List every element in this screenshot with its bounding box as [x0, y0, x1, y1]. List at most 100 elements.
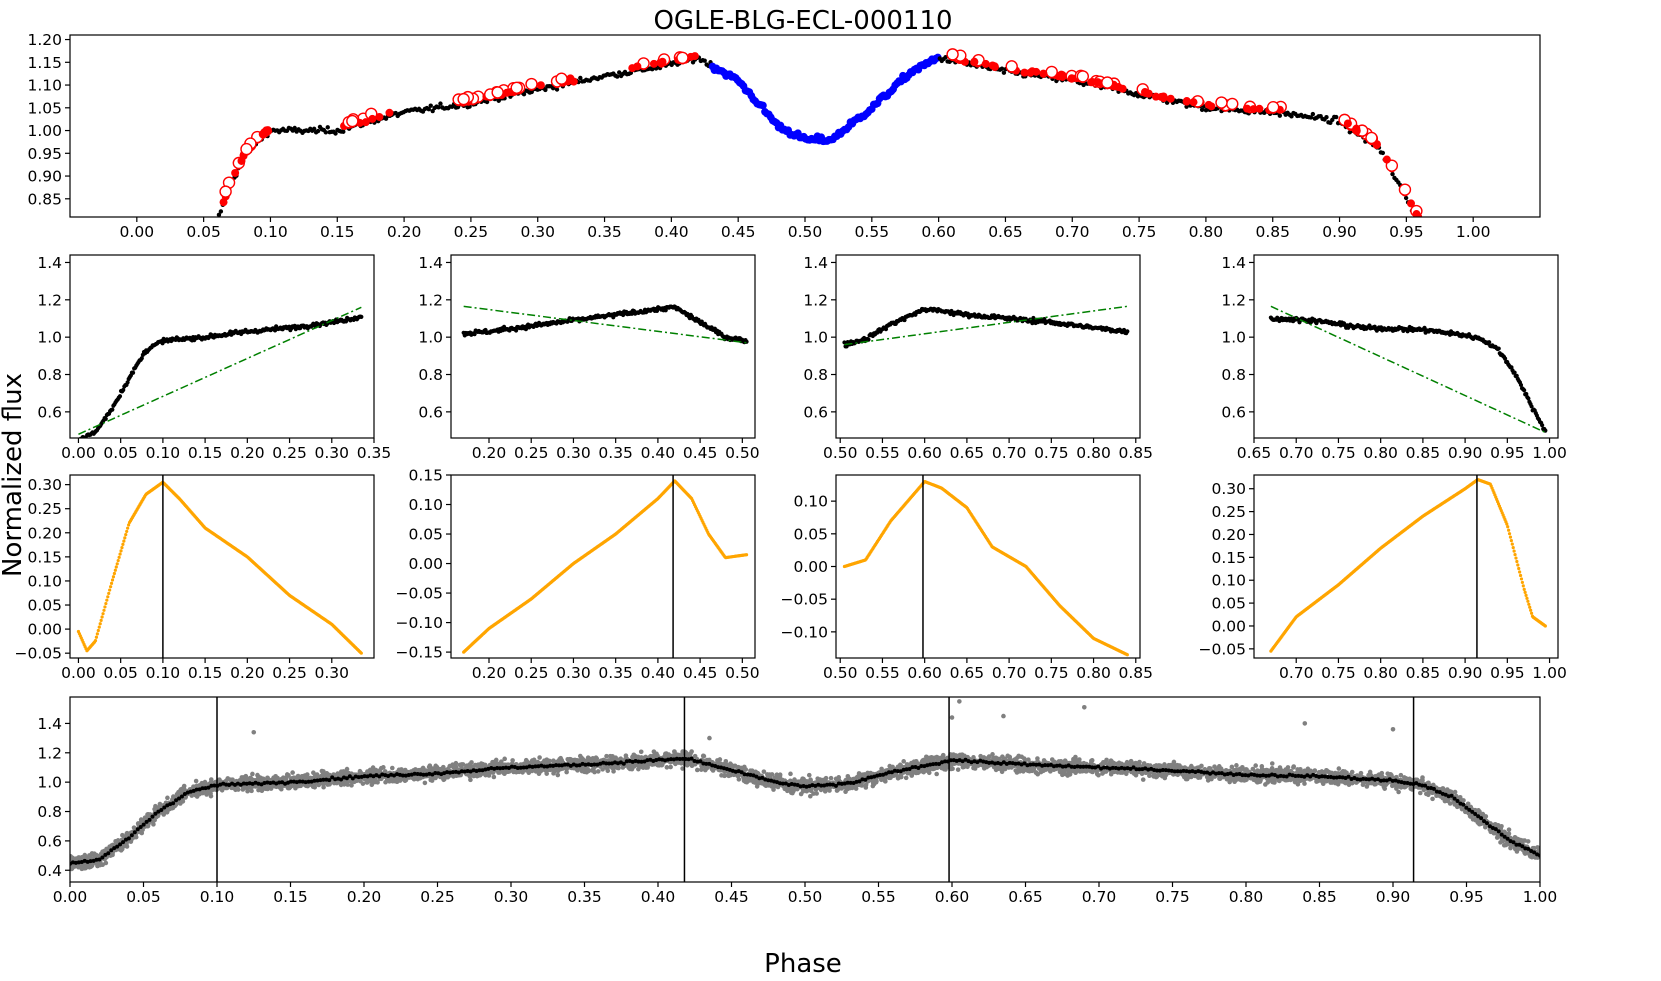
- derivative-point: [1523, 590, 1527, 594]
- derivative-point: [126, 523, 131, 527]
- data-point-red-open: [946, 48, 959, 61]
- data-point-blue: [759, 101, 767, 110]
- data-point-red: [1407, 199, 1416, 208]
- derivative-point: [119, 549, 123, 553]
- derivative-point: [109, 581, 114, 585]
- x-tick-label: 1.00: [1532, 444, 1567, 462]
- y-tick-label: 1.15: [27, 54, 62, 72]
- data-point-red: [690, 52, 699, 61]
- data-point-red-open: [1045, 65, 1058, 79]
- x-tick-label: 0.70: [1279, 444, 1314, 462]
- data-point-black: [617, 70, 622, 75]
- raw-point: [1140, 777, 1146, 782]
- y-tick-label: 0.30: [27, 476, 62, 494]
- data-point-black: [1308, 115, 1314, 120]
- y-tick-label: 0.95: [27, 145, 62, 163]
- x-tick-label: 0.30: [556, 664, 591, 682]
- data-point-red: [536, 81, 545, 90]
- y-tick-label: 1.00: [27, 122, 62, 140]
- x-tick-label: 0.75: [1034, 444, 1069, 462]
- y-tick-label: 0.25: [27, 500, 62, 518]
- derivative-point: [108, 588, 112, 592]
- x-tick-label: 0.20: [387, 223, 422, 241]
- x-tick-label: 0.10: [146, 664, 181, 682]
- plot-area: [76, 475, 363, 658]
- y-tick-label: −0.10: [396, 614, 444, 632]
- data-point-red: [1114, 83, 1123, 92]
- x-tick-label: 0.45: [683, 664, 718, 682]
- raw-point: [761, 769, 767, 774]
- data-point: [1524, 391, 1529, 397]
- data-point-black: [1416, 217, 1420, 221]
- data-point-red: [1020, 68, 1029, 77]
- data-point-red: [259, 130, 268, 139]
- panel-top: 0.00 0.05 0.10 0.15 0.20 0.25 0.30 0.35 0.40 0.45…: [27, 31, 1541, 241]
- data-point-black: [702, 58, 707, 63]
- x-tick-label: 0.20: [230, 444, 265, 462]
- x-tick-label: 0.30: [520, 223, 555, 241]
- panel-seg1: 0.00 0.05 0.10 0.15 0.20 0.25 0.30 0.350.60.81.…: [37, 254, 391, 462]
- x-tick-label: 0.40: [654, 223, 689, 241]
- x-tick-label: 0.95: [1490, 444, 1525, 462]
- axis-ticks: 0.50 0.55 0.60 0.65 0.70 0.75 0.80 0.85−0.10−0.…: [781, 493, 1154, 682]
- y-tick-label: −0.05: [15, 645, 63, 663]
- data-point-red-open: [676, 51, 689, 65]
- data-point-black: [1001, 70, 1007, 75]
- axes-frame: [450, 254, 756, 439]
- x-tick-label: 0.65: [988, 223, 1023, 241]
- plot-area: [70, 697, 1540, 882]
- data-point-red: [368, 114, 377, 123]
- derivative-point: [1526, 599, 1530, 603]
- x-tick-label: 0.50: [823, 664, 858, 682]
- data-point-red: [981, 59, 990, 68]
- derivative-point: [1509, 539, 1513, 543]
- data-point-red-open: [491, 86, 504, 99]
- derivative-point: [96, 628, 100, 633]
- data-point-black: [1403, 195, 1409, 201]
- y-tick-label: 0.8: [1221, 366, 1246, 384]
- plot-area: [461, 304, 749, 345]
- data-point-black: [341, 129, 346, 134]
- data-point-black: [323, 130, 329, 135]
- x-tick-label: 0.75: [1321, 664, 1356, 682]
- derivative-point: [98, 622, 102, 626]
- raw-point: [1506, 827, 1512, 832]
- raw-point: [668, 764, 673, 770]
- data-point-black: [554, 87, 560, 92]
- data-point-red: [1039, 69, 1048, 78]
- axis-ticks: 0.50 0.55 0.60 0.65 0.70 0.75 0.80 0.850.60.81.…: [803, 254, 1153, 462]
- x-tick-label: 0.35: [357, 444, 392, 462]
- data-point: [1502, 356, 1508, 361]
- data-point-red: [1249, 105, 1258, 114]
- x-tick-label: 0.35: [598, 664, 633, 682]
- axis-ticks: 0.20 0.25 0.30 0.35 0.40 0.45 0.500.60.81.01.2…: [418, 254, 759, 462]
- derivative-point: [107, 591, 111, 596]
- derivative-point: [1517, 566, 1521, 571]
- data-point-red: [1204, 100, 1213, 109]
- derivative-point: [117, 555, 121, 559]
- data-point-black: [438, 101, 443, 106]
- axes-frame: [1253, 254, 1559, 439]
- data-point-black: [1199, 107, 1205, 112]
- derivative-point: [94, 635, 99, 639]
- data-point-black: [521, 92, 527, 97]
- derivative-point: [99, 618, 103, 623]
- derivative-point: [1514, 556, 1518, 560]
- x-tick-label: 0.65: [950, 444, 985, 462]
- derivative-point: [114, 565, 118, 569]
- x-tick-label: 0.40: [641, 664, 676, 682]
- x-tick-label: 0.70: [992, 664, 1027, 682]
- y-tick-label: 0.6: [1221, 403, 1246, 421]
- derivative-point: [1522, 587, 1526, 591]
- plot-area: [216, 48, 1423, 221]
- data-point-black: [311, 126, 317, 131]
- y-axis-label: Normalized flux: [0, 373, 28, 577]
- data-point: [1496, 346, 1501, 351]
- x-tick-label: 0.70: [1279, 664, 1314, 682]
- derivative-point: [1543, 624, 1547, 628]
- x-tick-label: 0.50: [788, 223, 823, 241]
- data-point-black: [1310, 111, 1316, 117]
- y-tick-label: 1.0: [418, 329, 443, 347]
- y-tick-label: 0.05: [27, 597, 62, 615]
- derivative-point: [1507, 532, 1512, 536]
